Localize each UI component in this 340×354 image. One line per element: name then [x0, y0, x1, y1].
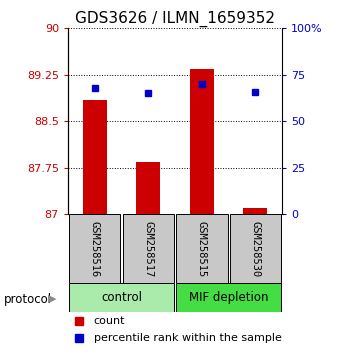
Text: ▶: ▶	[49, 294, 57, 304]
Text: percentile rank within the sample: percentile rank within the sample	[94, 333, 282, 343]
Text: GSM258516: GSM258516	[90, 221, 100, 277]
Text: MIF depletion: MIF depletion	[189, 291, 268, 304]
Bar	[83, 99, 107, 214]
Text: GSM258517: GSM258517	[143, 221, 153, 277]
Text: count: count	[94, 316, 125, 326]
Title: GDS3626 / ILMN_1659352: GDS3626 / ILMN_1659352	[75, 11, 275, 27]
Bar	[243, 208, 268, 214]
FancyBboxPatch shape	[176, 283, 281, 312]
Text: control: control	[101, 291, 142, 304]
Text: protocol: protocol	[3, 293, 52, 306]
FancyBboxPatch shape	[69, 214, 120, 283]
FancyBboxPatch shape	[176, 214, 227, 283]
Bar	[190, 69, 214, 214]
FancyBboxPatch shape	[69, 283, 174, 312]
Text: GSM258515: GSM258515	[197, 221, 207, 277]
Text: GSM258530: GSM258530	[251, 221, 260, 277]
FancyBboxPatch shape	[123, 214, 174, 283]
FancyBboxPatch shape	[230, 214, 281, 283]
Bar	[136, 161, 160, 214]
